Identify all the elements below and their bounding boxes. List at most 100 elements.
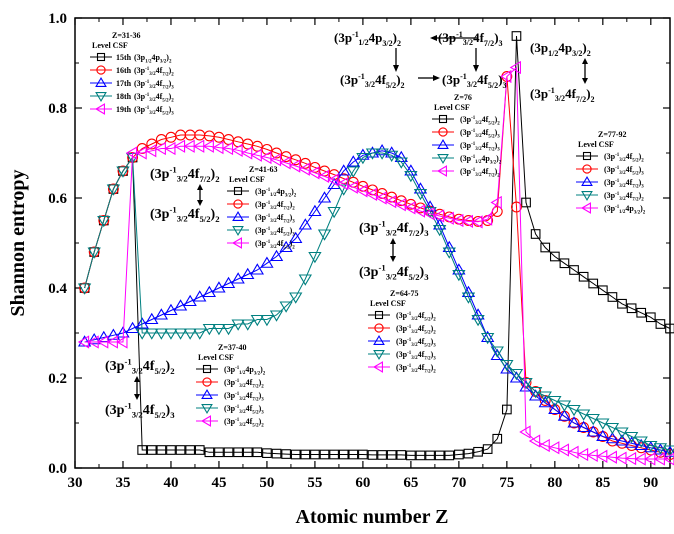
data-point [567, 404, 581, 417]
data-point [337, 164, 351, 176]
data-point [404, 201, 416, 215]
legend-marker [201, 389, 213, 399]
data-point [269, 310, 284, 322]
data-point [146, 138, 158, 150]
legend-marker [233, 199, 243, 209]
legend-csf: (3p-13/24f7/2)2 [460, 167, 500, 178]
data-point [166, 445, 176, 455]
annotation-layer: (3p-13/24f7/2)2(3p-13/24f5/2)2(3p-13/24f… [105, 30, 595, 420]
data-point [480, 330, 495, 343]
data-point [385, 150, 399, 163]
series-line [84, 150, 671, 453]
data-point [281, 449, 291, 459]
data-point [346, 166, 360, 178]
arrow-head [390, 238, 396, 244]
legend-title: Z=76 [454, 93, 472, 102]
data-point [319, 449, 330, 460]
data-point [87, 247, 101, 259]
data-point [202, 139, 214, 153]
data-point [221, 141, 234, 156]
data-point [116, 166, 130, 178]
data-point [605, 422, 620, 435]
legend-csf: (3p-11/24p3/2)2 [224, 365, 266, 376]
legend-marker [582, 151, 592, 161]
legend-marker [438, 114, 448, 124]
data-point [454, 449, 464, 460]
legend-marker [95, 77, 107, 87]
annotation-top: (3p-11/24p3/2)2 [334, 30, 401, 48]
legend-marker [95, 92, 107, 102]
data-point [473, 446, 483, 457]
data-point [395, 195, 407, 207]
legend-marker [438, 127, 448, 137]
legend-marker [374, 323, 384, 333]
data-point [317, 229, 332, 241]
y-tick-label: 0.0 [48, 461, 67, 477]
data-point [193, 290, 207, 302]
data-point [317, 169, 330, 184]
data-point [212, 323, 226, 336]
data-point [519, 380, 533, 392]
data-point [106, 184, 121, 196]
legend-csf: (3p-13/24f5/2)2 [255, 239, 295, 250]
data-point [317, 191, 332, 203]
legend-marker [374, 310, 384, 320]
legend-marker [437, 139, 449, 149]
data-point [223, 447, 234, 458]
arrow-head [582, 78, 588, 84]
data-point [423, 207, 435, 221]
legend-marker [373, 361, 383, 373]
legend-marker [201, 415, 211, 427]
data-point [308, 251, 322, 264]
legend-csf: (3p-13/24f7/2)3 [604, 178, 644, 189]
annotation-5: (3p-13/24f5/2)2 (3p-13/24f5/2)3 [340, 48, 507, 90]
legend-header: Level CSF [198, 353, 234, 362]
legend-csf: (3p-13/24f5/2)2 [396, 324, 436, 335]
data-point [327, 177, 341, 190]
data-point [394, 157, 408, 169]
series-layer [77, 31, 674, 466]
data-point [511, 31, 522, 41]
data-point [605, 431, 620, 444]
legend-csf: (3p-13/24f5/2)2 [460, 115, 500, 126]
data-point [548, 402, 562, 415]
data-point [202, 285, 217, 298]
legend-csf: (3p-13/24f7/2)3 [396, 350, 436, 361]
data-point [164, 141, 176, 156]
x-tick-label: 85 [595, 475, 610, 491]
data-point [193, 328, 207, 340]
series-3 [77, 143, 674, 457]
arrow-head [134, 376, 140, 382]
annotation-6: (3p1/24p3/2)2 (3p-13/24f7/2)2 [530, 40, 595, 104]
data-point [434, 450, 445, 461]
x-tick-label: 30 [68, 475, 83, 491]
data-point [298, 274, 312, 286]
annotation-bottom: (3p-13/24f5/2)2 [150, 205, 220, 225]
data-point [240, 146, 253, 160]
data-point [289, 231, 303, 244]
data-point [290, 154, 302, 166]
data-point [385, 146, 399, 158]
data-point [135, 328, 149, 340]
data-point [250, 263, 265, 275]
data-point [655, 319, 666, 329]
data-point [433, 224, 447, 237]
data-point [327, 206, 341, 219]
data-point [596, 418, 610, 430]
data-point [415, 450, 426, 461]
arrow-head [430, 35, 437, 41]
data-point [365, 187, 378, 202]
legend-csf: (3p-13/24f7/2)3 [255, 213, 295, 224]
data-point [310, 449, 320, 460]
data-point [624, 431, 639, 444]
data-point [336, 176, 349, 191]
series-1 [79, 31, 674, 461]
data-point [221, 276, 236, 289]
data-point [269, 153, 282, 167]
data-point [463, 448, 474, 459]
data-point [617, 298, 627, 309]
annotation-3: (3p-13/24f5/2)2 (3p-13/24f5/2)3 [105, 357, 175, 421]
